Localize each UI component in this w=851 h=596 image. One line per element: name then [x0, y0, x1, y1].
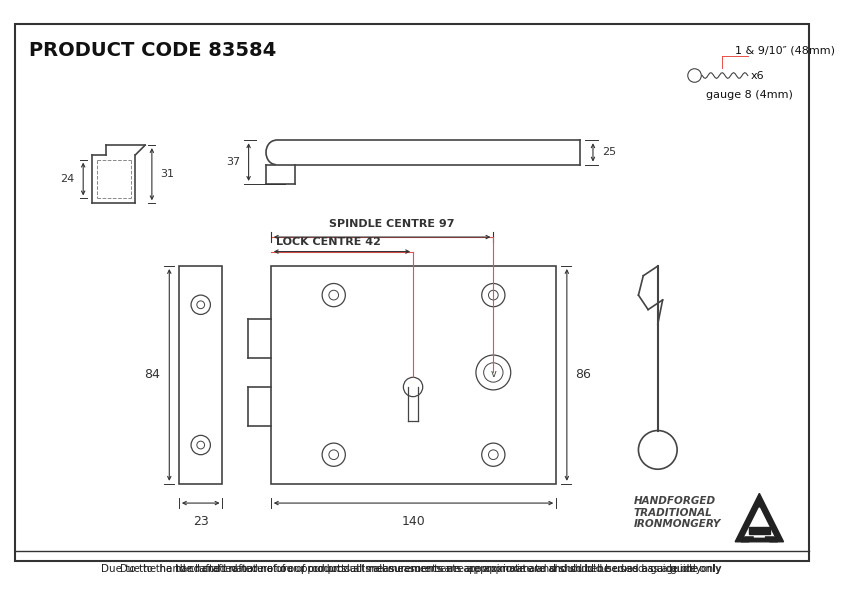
Text: 31: 31 [161, 169, 174, 179]
Text: x6: x6 [751, 70, 764, 80]
Text: SPINDLE CENTRE 97: SPINDLE CENTRE 97 [329, 219, 454, 229]
Text: Due to the hand crafted nature of our products all measurements are approximate : Due to the hand crafted nature of our pr… [120, 564, 702, 574]
Text: gauge 8 (4mm): gauge 8 (4mm) [706, 90, 793, 100]
Text: PRODUCT CODE 83584: PRODUCT CODE 83584 [29, 41, 277, 60]
Text: Due to the hand crafted nature of our products all measurements are approximate : Due to the hand crafted nature of our pr… [101, 564, 721, 574]
Text: IRONMONGERY: IRONMONGERY [634, 519, 721, 529]
Bar [179, 266, 222, 484]
Text: 23: 23 [193, 515, 208, 527]
Text: 86: 86 [575, 368, 591, 381]
Text: 37: 37 [226, 157, 240, 167]
Polygon shape [745, 508, 774, 537]
Polygon shape [735, 493, 784, 542]
Text: LOCK CENTRE 42: LOCK CENTRE 42 [276, 237, 380, 247]
Text: v: v [490, 370, 496, 380]
Polygon shape [765, 537, 778, 542]
Text: 1 & 9/10″ (48mm): 1 & 9/10″ (48mm) [735, 45, 835, 55]
Text: TRADITIONAL: TRADITIONAL [634, 508, 712, 518]
Polygon shape [749, 527, 770, 534]
Text: the hand crafted nature of our products all measurements are approximate and sho: the hand crafted nature of our products … [100, 564, 722, 574]
Text: 84: 84 [144, 368, 160, 381]
Text: 24: 24 [60, 174, 75, 184]
Text: HANDFORGED: HANDFORGED [634, 496, 716, 506]
Text: 25: 25 [602, 147, 616, 157]
Polygon shape [741, 537, 753, 542]
Bar [271, 266, 557, 484]
Text: 140: 140 [402, 515, 426, 527]
